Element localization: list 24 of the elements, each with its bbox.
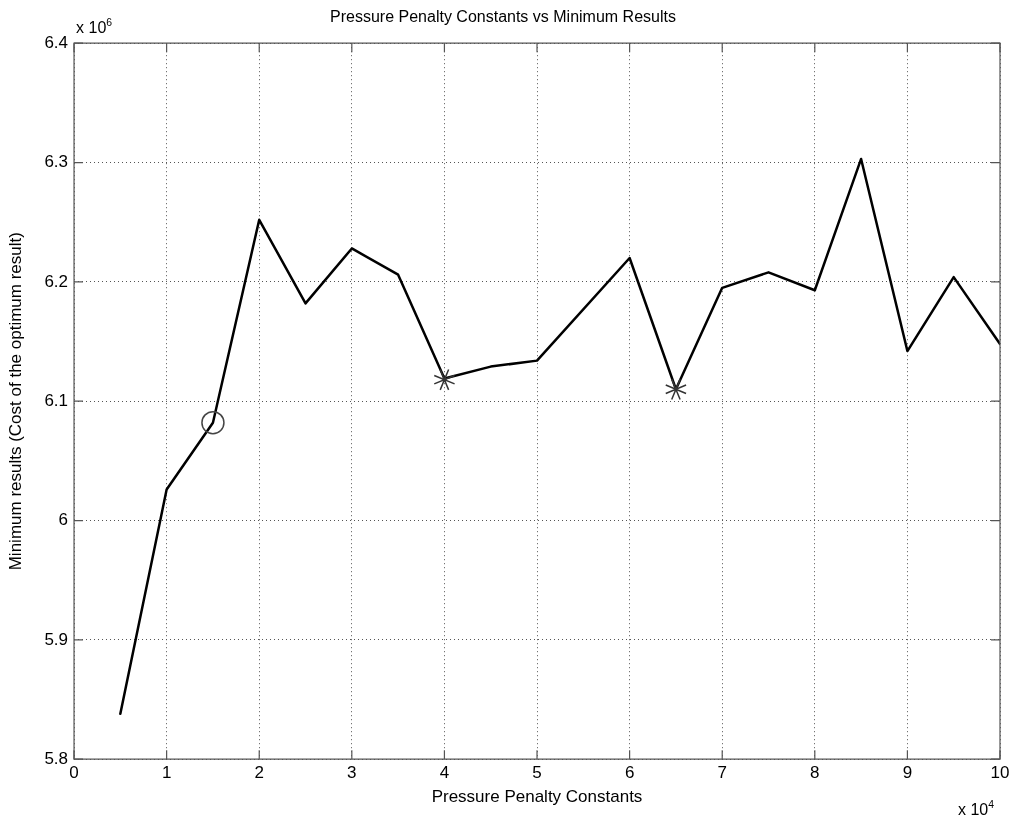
point	[665, 378, 687, 401]
x-tick-label: 9	[902, 763, 913, 783]
chart-title: Pressure Penalty Constants vs Minimum Results	[330, 8, 676, 26]
y-tick-label: 5.9	[44, 629, 69, 649]
x-axis-title: Pressure Penalty Constants	[431, 787, 643, 807]
y-tick-label: 6.3	[44, 152, 69, 172]
x-tick-label: 8	[810, 763, 820, 783]
y-tick-label: 6.4	[44, 32, 69, 52]
x-tick-label: 2	[254, 763, 264, 783]
x-tick-label: 4	[439, 763, 450, 783]
x-tick-label: 0	[69, 763, 79, 783]
x-tick-label: 10	[990, 763, 1010, 783]
y-tick-label: 6.2	[44, 271, 69, 291]
x-tick-label: 5	[532, 763, 542, 783]
y-tick-label: 5.8	[44, 748, 69, 768]
y-axis-title: Minimum results (Cost of the optimum result)	[5, 232, 25, 571]
x-tick-label: 6	[624, 763, 635, 783]
y-tick-label: 6.1	[44, 390, 69, 410]
x-tick-label: 3	[347, 763, 357, 783]
point	[201, 410, 225, 435]
point	[433, 368, 456, 391]
y-tick-label: 6	[58, 510, 69, 530]
x-tick-label: 7	[717, 763, 727, 783]
x-tick-label: 1	[161, 763, 172, 783]
